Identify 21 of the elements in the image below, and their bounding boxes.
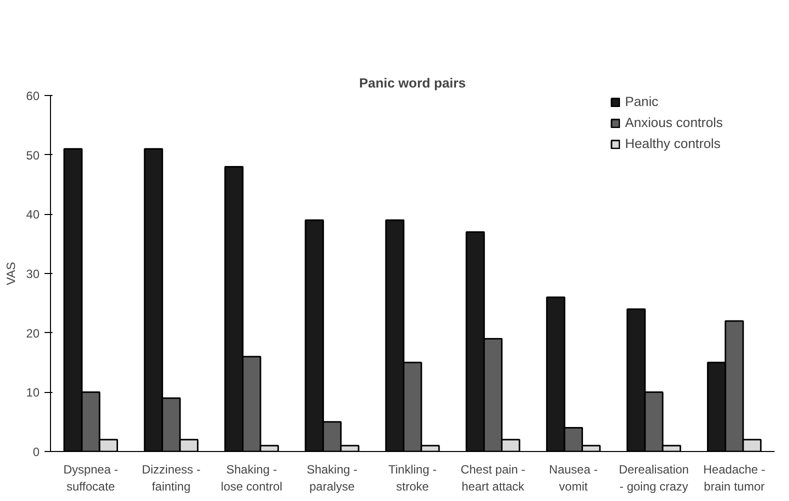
y-tick-label: 50 [26,148,40,162]
x-tick-label: Tinkling - stroke [388,462,437,494]
y-axis-title: VAS [4,262,18,286]
x-tick-label: Derealisation - going crazy [618,462,689,494]
x-tick-label: Dyspnea - suffocate [63,462,118,494]
y-tick-label: 30 [26,267,40,281]
y-tick-label: 60 [26,89,40,103]
legend-label: Panic [625,94,658,109]
x-tick-label: Dizziness - fainting [142,462,201,494]
legend-label: Anxious controls [625,115,723,130]
y-tick-label: 10 [26,386,40,400]
x-tick-label: Chest pain - heart attack [460,462,526,494]
chart-title: Panic word pairs [359,76,466,90]
x-tick-label: Shaking - paralyse [306,462,358,494]
x-tick-label: Nausea - vomit [549,462,598,494]
y-tick-label: 20 [26,326,40,340]
y-tick-label: 40 [26,208,40,222]
legend-label: Healthy controls [625,136,721,151]
x-tick-label: Shaking - lose control [220,462,282,494]
x-tick-label: Headache - brain tumor [703,462,766,494]
y-tick-label: 0 [32,445,40,459]
